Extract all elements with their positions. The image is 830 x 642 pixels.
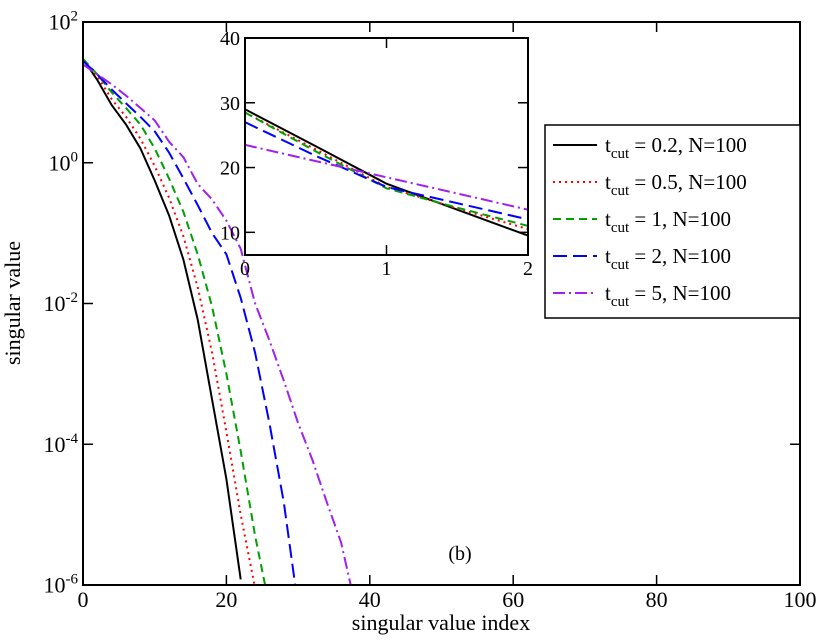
y-tick-label: 10 — [220, 222, 240, 244]
y-tick-label: 102 — [49, 9, 79, 35]
x-tick-label: 20 — [215, 587, 237, 612]
y-tick-label: 100 — [49, 149, 79, 175]
series-line — [83, 58, 256, 585]
x-tick-label: 100 — [784, 587, 817, 612]
y-tick-label: 20 — [220, 158, 240, 180]
x-tick-label: 0 — [240, 258, 250, 280]
y-tick-label: 10-4 — [44, 431, 79, 457]
x-tick-label: 2 — [523, 258, 533, 280]
series-line — [83, 63, 352, 585]
legend-label: tcut = 0.5, N=100 — [605, 170, 747, 199]
legend-label: tcut = 1, N=100 — [605, 207, 731, 236]
x-axis-label: singular value index — [352, 610, 530, 635]
inset-background — [245, 38, 528, 255]
series-line — [245, 111, 528, 227]
series-line — [245, 143, 528, 211]
legend-box — [544, 124, 801, 319]
y-tick-label: 30 — [220, 93, 240, 115]
x-tick-label: 1 — [382, 258, 392, 280]
series-line — [83, 58, 242, 580]
series-line — [245, 121, 528, 221]
legend-label: tcut = 0.2, N=100 — [605, 133, 747, 162]
series-line — [83, 58, 267, 585]
plot-frame — [244, 37, 529, 256]
x-tick-label: 60 — [502, 587, 524, 612]
series-line — [245, 111, 528, 231]
x-tick-label: 0 — [78, 587, 89, 612]
annotation: (b) — [448, 543, 471, 565]
y-tick-label: 40 — [220, 28, 240, 50]
legend-label: tcut = 5, N=100 — [605, 281, 731, 310]
legend-label: tcut = 2, N=100 — [605, 244, 731, 273]
y-tick-label: 10-2 — [44, 290, 79, 316]
x-tick-label: 40 — [359, 587, 381, 612]
series-line — [83, 60, 297, 585]
x-tick-label: 80 — [646, 587, 668, 612]
y-tick-label: 10-6 — [44, 572, 79, 598]
y-axis-label: singular value — [0, 241, 25, 365]
series-line — [245, 108, 528, 237]
